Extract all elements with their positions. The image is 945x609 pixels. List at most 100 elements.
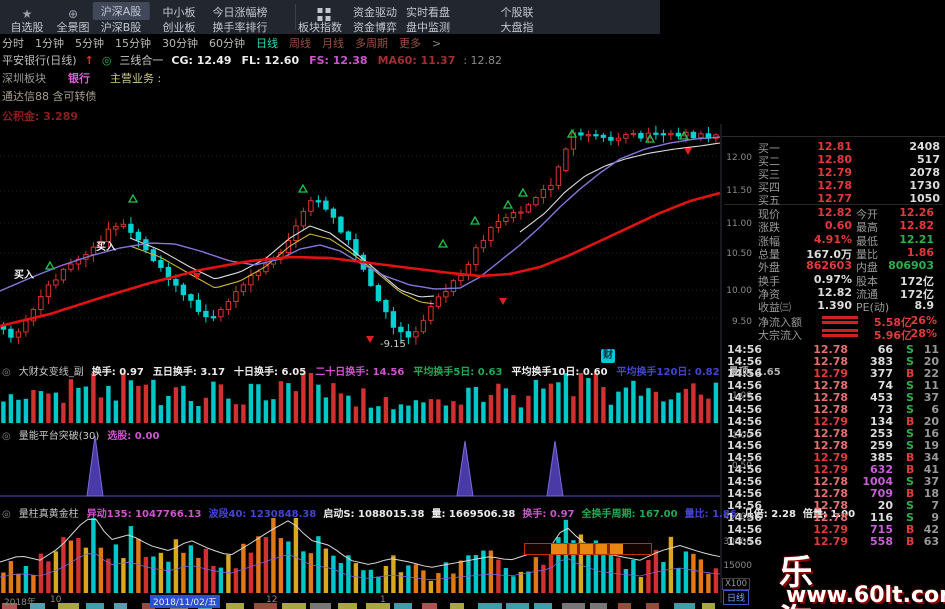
turnover-bar bbox=[346, 395, 351, 423]
period-1分钟[interactable]: 1分钟 bbox=[35, 37, 64, 50]
menu-tab-资金博弈[interactable]: 资金博弈 bbox=[353, 21, 397, 34]
tick-volume: 383 bbox=[870, 355, 893, 368]
menu-tab-资金驱动[interactable]: 资金驱动 bbox=[353, 6, 397, 19]
period-多周期[interactable]: 多周期 bbox=[355, 37, 388, 50]
globe-icon[interactable]: ⊕ bbox=[67, 7, 79, 21]
period-5分钟[interactable]: 5分钟 bbox=[75, 37, 104, 50]
tick-volume: 20 bbox=[877, 499, 893, 512]
stat-label: 总量 bbox=[758, 247, 780, 261]
status-fragment bbox=[282, 603, 306, 609]
period-30分钟[interactable]: 30分钟 bbox=[162, 37, 198, 50]
turnover-bar bbox=[8, 394, 14, 423]
period-更多[interactable]: 更多 bbox=[399, 37, 421, 50]
pane3-title[interactable]: 量柱真黄金柱 bbox=[18, 509, 79, 520]
stat-value: 12.82 bbox=[817, 206, 852, 219]
tick-volume: 453 bbox=[870, 391, 893, 404]
menu-tab-中小板[interactable]: 中小板 bbox=[162, 6, 196, 19]
param: 二十日换手: 14.56 bbox=[315, 367, 405, 378]
volume-bar bbox=[616, 557, 621, 593]
status-fragment bbox=[310, 603, 332, 609]
bid-row: 买一 12.81 2408 bbox=[722, 140, 945, 155]
stat-row: 换手 0.97% 股本 172亿 bbox=[722, 273, 945, 288]
pane1-title[interactable]: 大财女变线_副 bbox=[18, 367, 84, 378]
menu-tab-盘中监测[interactable]: 盘中监测 bbox=[406, 21, 450, 34]
tick-price: 12.78 bbox=[813, 355, 848, 368]
turnover-bar bbox=[638, 395, 644, 423]
period-分时[interactable]: 分时 bbox=[2, 37, 24, 50]
volume-bar bbox=[406, 565, 411, 593]
turnover-bar bbox=[571, 396, 576, 423]
volume-bar bbox=[211, 565, 216, 593]
blocks-icon[interactable] bbox=[317, 8, 323, 13]
turnover-bar bbox=[466, 387, 471, 423]
period-15分钟[interactable]: 15分钟 bbox=[115, 37, 151, 50]
buy-signal-arrow-icon bbox=[644, 133, 656, 143]
pane2-title[interactable]: 量能平台突破(30) bbox=[18, 431, 100, 442]
turnover-bar bbox=[376, 406, 381, 423]
turnover-bar bbox=[271, 399, 276, 423]
menu-tab-大盘指[interactable]: 大盘指 bbox=[500, 21, 534, 34]
tick-time: 14:56 bbox=[727, 487, 763, 500]
industry-tag[interactable]: 银行 bbox=[68, 72, 90, 85]
param: 量: 1669506.38 bbox=[431, 509, 516, 520]
turnover-bar bbox=[136, 385, 141, 423]
volume-bar bbox=[188, 545, 194, 593]
turnover-bar bbox=[361, 388, 366, 423]
low-price-label: -9.15 bbox=[380, 339, 406, 350]
stat-row: 收益㈢ 1.390 PE(动) 8.9 bbox=[722, 299, 945, 314]
candle-body bbox=[203, 310, 209, 318]
bid-row: 买二 12.80 517 bbox=[722, 153, 945, 168]
candle-body bbox=[98, 241, 104, 248]
sell-signal-arrow-icon bbox=[684, 148, 692, 155]
volume-bar bbox=[151, 556, 156, 593]
more-arrow-icon[interactable]: > bbox=[432, 36, 442, 50]
menu-tab-全景图[interactable]: 全景图 bbox=[56, 21, 90, 34]
flow-row: 大宗流入 5.96亿 28% bbox=[722, 327, 945, 342]
menu-tab-沪深A股[interactable]: 沪深A股 bbox=[92, 2, 150, 20]
flow-amount: 5.58亿 bbox=[873, 316, 912, 329]
menu-tab-个股联[interactable]: 个股联 bbox=[500, 6, 534, 19]
candle-body bbox=[578, 132, 584, 136]
period-日线[interactable]: 日线 bbox=[256, 37, 278, 50]
menu-tab-板块指数[interactable]: 板块指数 bbox=[298, 21, 342, 34]
tick-volume: 632 bbox=[870, 463, 893, 476]
turnover-bar bbox=[631, 380, 636, 423]
menu-tab-创业板[interactable]: 创业板 bbox=[162, 21, 196, 34]
menu-tab-实时看盘[interactable]: 实时看盘 bbox=[406, 6, 450, 19]
candle-body bbox=[563, 148, 569, 172]
axis-label: 30000 bbox=[723, 537, 752, 547]
tick-count: 11 bbox=[923, 379, 939, 392]
bid-price: 12.80 bbox=[817, 153, 852, 166]
menu-tab-沪深B股[interactable]: 沪深B股 bbox=[100, 21, 142, 34]
star-icon[interactable]: ★ bbox=[21, 7, 33, 21]
bid-row: 买四 12.78 1730 bbox=[722, 179, 945, 194]
menu-tab-今日涨幅榜[interactable]: 今日涨幅榜 bbox=[212, 6, 268, 19]
indicator-values: CG: 12.49 FL: 12.60 FS: 12.38 MA60: 11.37 bbox=[171, 54, 455, 67]
period-box-button[interactable]: 日线 bbox=[723, 590, 750, 605]
tick-time: 14:56 bbox=[727, 367, 763, 380]
menu-tab-换手率排行[interactable]: 换手率排行 bbox=[212, 21, 268, 34]
top-menubar: ★ 自选股 ⊕ 全景图 沪深A股 沪深B股 中小板创业板 今日涨幅榜换手率排行 板块指数 资金驱动… bbox=[0, 0, 660, 34]
period-60分钟[interactable]: 60分钟 bbox=[209, 37, 245, 50]
bid-price: 12.79 bbox=[817, 166, 852, 179]
indicator-pair-CG:: CG: 12.49 bbox=[171, 54, 232, 67]
turnover-bar bbox=[241, 404, 246, 423]
bid-row: 买五 12.77 1050 bbox=[722, 192, 945, 207]
candle-body bbox=[660, 133, 667, 136]
stat-value: 167.0万 bbox=[806, 247, 852, 261]
turnover-bar bbox=[143, 384, 149, 423]
tick-volume: 253 bbox=[870, 427, 893, 440]
tick-time: 14:56 bbox=[727, 451, 763, 464]
turnover-bar bbox=[383, 397, 389, 423]
turnover-bar bbox=[128, 380, 134, 423]
menu-tab-自选股[interactable]: 自选股 bbox=[10, 21, 44, 34]
period-月线[interactable]: 月线 bbox=[322, 37, 344, 50]
status-fragment bbox=[422, 603, 438, 609]
tick-side: S bbox=[906, 379, 914, 392]
last-price-label: : 12.82 bbox=[463, 54, 503, 67]
turnover-bar bbox=[338, 393, 344, 423]
volume-bar bbox=[8, 561, 14, 593]
tick-row: 14:56 12.78 709 B 18 bbox=[722, 487, 945, 500]
period-周线[interactable]: 周线 bbox=[289, 37, 311, 50]
